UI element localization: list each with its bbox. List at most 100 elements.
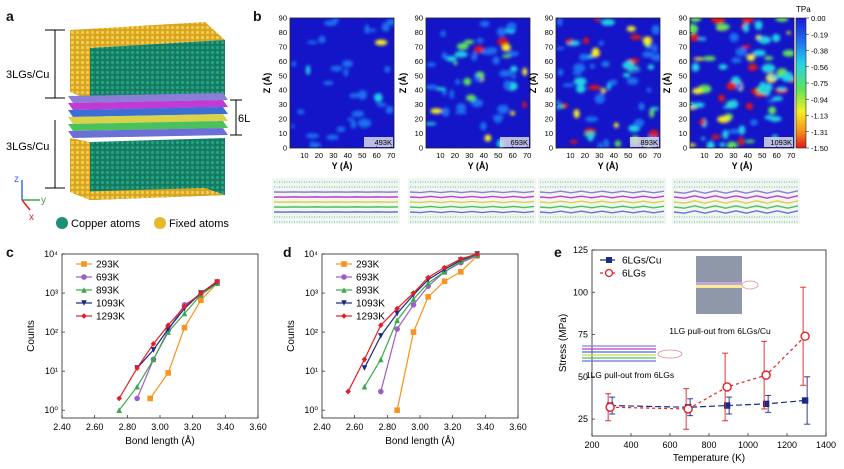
y-tick-label: 40 (279, 86, 287, 95)
data-point (425, 280, 431, 286)
map-frame (425, 17, 531, 149)
map-blob (651, 53, 660, 62)
series-893K: 893K (336, 252, 480, 390)
map-blobs (556, 18, 660, 148)
y-tick-label: 100 (573, 287, 588, 297)
temp-badge (630, 137, 659, 147)
map-blob (343, 68, 349, 77)
map-blob (691, 63, 700, 72)
x-tick-label: 30 (329, 151, 337, 160)
map-blob (510, 65, 518, 73)
series-6LGs: 6LGs (600, 269, 810, 430)
map-blob (494, 118, 502, 123)
map-blob (588, 85, 601, 90)
legend-label: 6LGs/Cu (622, 256, 661, 267)
map-blob (647, 64, 655, 70)
data-point (606, 257, 612, 263)
legend-label: 1093K (356, 299, 385, 310)
strip-layer (409, 210, 535, 214)
data-point (361, 356, 368, 363)
data-point (198, 297, 204, 304)
map-blob (743, 22, 750, 33)
strip-layer (673, 195, 799, 199)
map-frame (289, 17, 395, 149)
x-tick-label: 40 (344, 151, 352, 160)
map-blob (652, 43, 658, 54)
x-tick-label: 70 (653, 151, 661, 160)
map-blob (332, 18, 340, 22)
y-tick-label: 30 (415, 100, 423, 109)
legend-label: 293K (356, 260, 380, 271)
map-blob (330, 65, 343, 72)
map-ylabel: Z (Å) (662, 73, 672, 94)
x-tick-label: 600 (662, 440, 677, 450)
data-point (134, 365, 140, 371)
x-tick-label: 3.40 (217, 422, 235, 432)
data-point (378, 356, 384, 363)
map-blob (717, 115, 731, 123)
y-tick-label: 30 (545, 100, 553, 109)
x-tick-label: 2.40 (313, 422, 331, 432)
map-blob (573, 63, 586, 73)
data-point (134, 383, 140, 390)
map-blob (764, 56, 774, 61)
inset1-caption: 1LG pull-out from 6LGs/Cu (669, 326, 771, 336)
legend-label: 893K (96, 286, 120, 297)
chart-stress-temperature: 200 400 600 800 1000 1200 1400 25 50 75 100 125 Temp… (558, 245, 836, 464)
x-axis-title: Bond length (Å) (385, 434, 455, 447)
map-blob (746, 53, 756, 62)
map-blob (454, 110, 468, 115)
map-blob (768, 75, 782, 80)
x-tick-label: 60 (772, 151, 780, 160)
temp-label-2: 893K (640, 138, 658, 147)
bottom-layer-label: 3LGs/Cu (6, 141, 49, 153)
map-blob (350, 120, 357, 129)
map-blob (594, 18, 600, 22)
map-blob (745, 139, 755, 144)
x-tick-label: 1400 (816, 440, 836, 450)
map-blob (376, 102, 387, 107)
x-tick-label: 10 (436, 151, 444, 160)
copper-atoms-legend: Copper atoms (71, 218, 141, 230)
x-tick-label: 10 (300, 151, 308, 160)
x-tick-label: 70 (523, 151, 531, 160)
map-blob (336, 126, 346, 133)
map-blob (591, 47, 600, 58)
axes: 200 400 600 800 1000 1200 1400 25 50 75 100 125 Temp… (558, 245, 836, 464)
y-tick-label: 10 (415, 129, 423, 138)
coordinate-axes: z y x (14, 174, 46, 223)
x-tick-label: 60 (508, 151, 516, 160)
x-axis-title: Bond length (Å) (125, 434, 195, 447)
map-blob (584, 128, 596, 132)
fixed-atom-swatch (154, 217, 166, 229)
atom-strip-1 (408, 178, 536, 224)
map-blob (385, 18, 394, 26)
map-blob (368, 28, 377, 32)
map-blob (690, 143, 697, 147)
map-blob (749, 119, 758, 126)
inset-6lgs-cu: 1LG pull-out from 6LGs/Cu (669, 256, 771, 336)
map-blob (727, 128, 741, 134)
data-point (361, 365, 368, 371)
y-tick-label: 10 (279, 129, 287, 138)
map-blobs (426, 20, 528, 148)
data-point (134, 395, 140, 402)
y-tick-label: 50 (545, 71, 553, 80)
data-point (116, 407, 122, 413)
x-tick-label: 10 (700, 151, 708, 160)
map-blob (731, 76, 741, 85)
chart-bond-length-d: 2.40 2.60 2.80 3.00 3.20 3.40 3.60 10⁰ 10¹ 10² 10³… (286, 249, 527, 447)
map-blob (445, 56, 457, 62)
stress-maps: 493K 0 10 20 30 40 50 60 70 80 90 10 20 30 40 50 60 70 Y (… (262, 5, 828, 224)
map-blob (572, 71, 582, 76)
map-blob (565, 38, 573, 44)
panel-label-a: a (6, 8, 14, 24)
series-line (610, 399, 806, 408)
map-blob (341, 60, 354, 68)
strip-layer (539, 200, 665, 204)
data-point (800, 331, 810, 341)
map-blob (776, 18, 789, 22)
map-blob (358, 89, 368, 100)
y-tick-label: 70 (679, 42, 687, 51)
x-tick-label: 3.20 (444, 422, 462, 432)
